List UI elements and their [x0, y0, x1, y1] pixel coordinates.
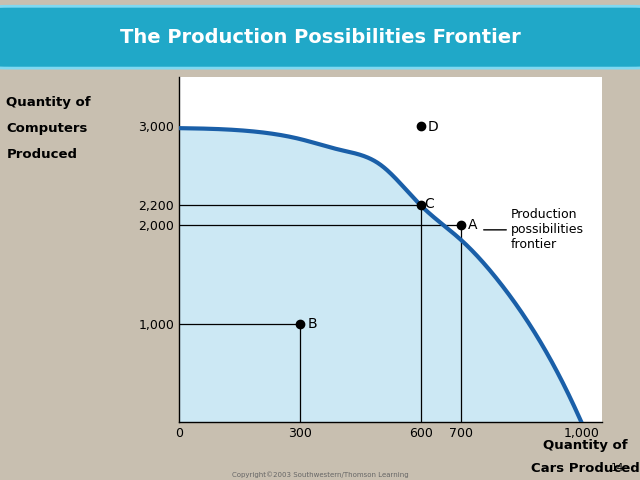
- Text: Cars Produced: Cars Produced: [531, 462, 640, 475]
- Text: Quantity of: Quantity of: [543, 439, 628, 452]
- Text: Computers: Computers: [6, 122, 88, 135]
- Text: Produced: Produced: [6, 148, 77, 161]
- Text: Production
possibilities
frontier: Production possibilities frontier: [511, 208, 584, 252]
- Text: Copyright©2003 Southwestern/Thomson Learning: Copyright©2003 Southwestern/Thomson Lear…: [232, 471, 408, 478]
- FancyBboxPatch shape: [0, 6, 640, 68]
- Text: Quantity of: Quantity of: [6, 96, 91, 109]
- Text: A: A: [468, 218, 477, 232]
- Text: D: D: [428, 120, 438, 133]
- Text: 14: 14: [611, 463, 624, 473]
- Text: B: B: [307, 317, 317, 331]
- Text: C: C: [424, 197, 433, 211]
- Text: The Production Possibilities Frontier: The Production Possibilities Frontier: [120, 28, 520, 47]
